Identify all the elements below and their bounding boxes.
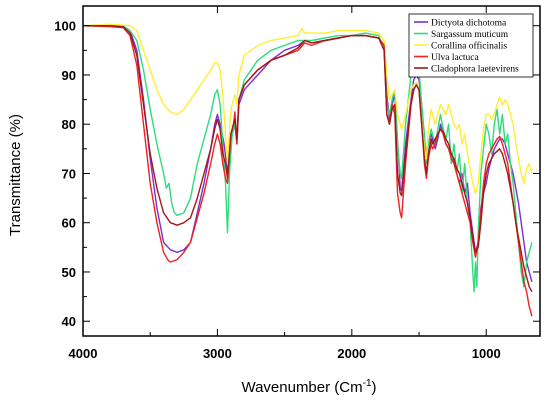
y-tick-label: 80 <box>62 117 76 132</box>
legend-label: Corallina officinalis <box>431 41 507 52</box>
legend-label: Ulva lactuca <box>431 53 480 63</box>
legend-box <box>408 13 534 78</box>
series-line-3 <box>82 23 533 194</box>
x-axis-title-superscript: -1 <box>363 378 372 389</box>
y-axis-title: Transmittance (%) <box>7 114 24 236</box>
legend-label: Sargassum muticum <box>431 30 509 40</box>
y-axis-ticks: 40 50 60 70 80 90 100 <box>54 19 540 329</box>
y-tick-label: 60 <box>62 216 76 231</box>
x-tick-label: 1000 <box>472 346 501 361</box>
series-line-5 <box>83 25 533 293</box>
x-tick-label: 3000 <box>203 346 232 361</box>
y-tick-label: 100 <box>54 19 76 34</box>
x-axis-ticks: 4000 3000 2000 1000 <box>69 6 501 361</box>
y-tick-label: 90 <box>62 68 76 83</box>
y-tick-label: 70 <box>62 166 76 181</box>
legend-label: Cladophora laetevirens <box>431 65 519 75</box>
series-line-4 <box>82 25 533 317</box>
y-tick-label: 40 <box>62 314 76 329</box>
series-layer <box>82 23 533 317</box>
x-tick-label: 2000 <box>337 346 366 361</box>
x-tick-label: 4000 <box>69 346 98 361</box>
series-line-2 <box>83 25 533 293</box>
legend-label: Dictyota dichotoma <box>431 19 507 29</box>
x-axis-title: Wavenumber (Cm-1) <box>241 378 376 396</box>
y-tick-label: 50 <box>62 265 76 280</box>
